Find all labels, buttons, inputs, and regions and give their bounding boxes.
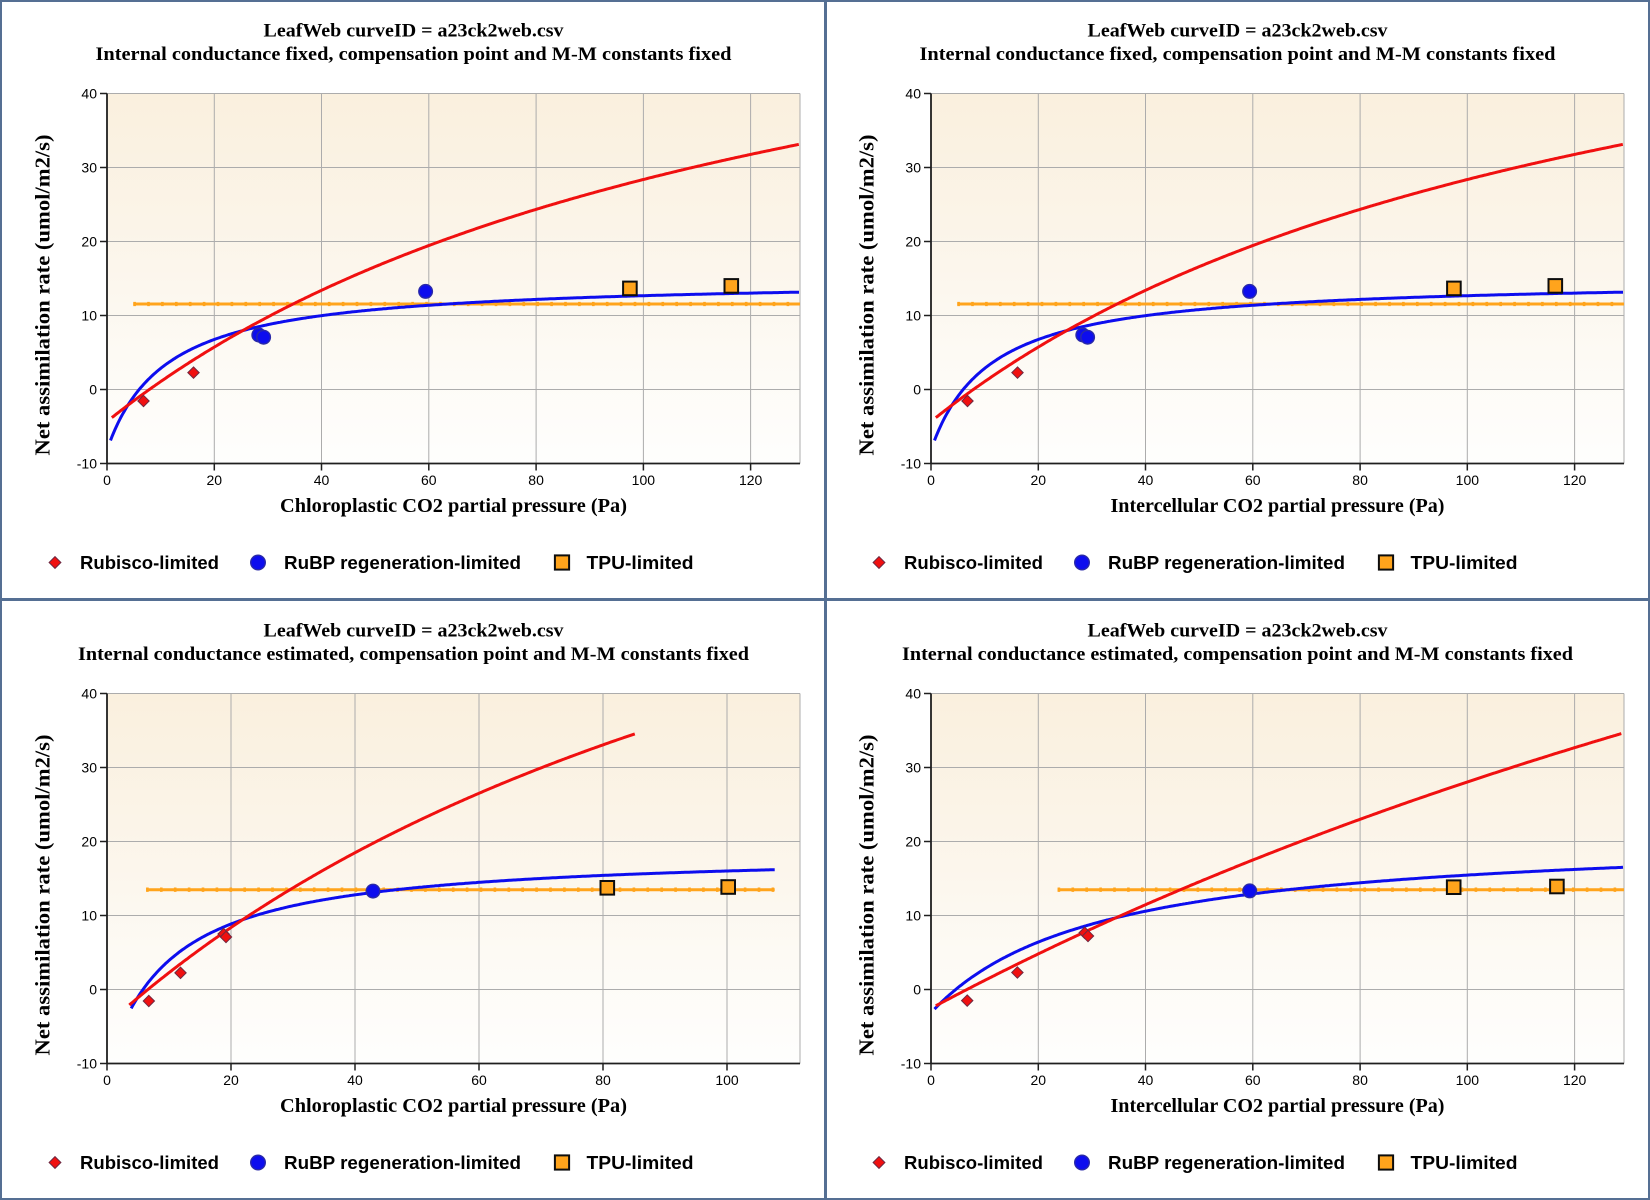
svg-text:20: 20	[206, 472, 222, 488]
svg-text:40: 40	[1138, 472, 1154, 488]
svg-text:60: 60	[1245, 1072, 1261, 1088]
svg-text:Rubisco-limited: Rubisco-limited	[904, 552, 1043, 573]
svg-text:20: 20	[1030, 472, 1046, 488]
svg-text:Chloroplastic CO2 partial pres: Chloroplastic CO2 partial pressure (Pa)	[280, 1095, 627, 1117]
svg-text:40: 40	[81, 86, 97, 102]
svg-text:100: 100	[715, 1072, 739, 1088]
svg-text:Intercellular CO2 partial pres: Intercellular CO2 partial pressure (Pa)	[1111, 1095, 1445, 1117]
svg-text:LeafWeb curveID = a23ck2web.cs: LeafWeb curveID = a23ck2web.csv	[264, 21, 565, 42]
svg-text:120: 120	[1563, 1072, 1587, 1088]
svg-text:100: 100	[1456, 472, 1480, 488]
svg-text:60: 60	[471, 1072, 487, 1088]
svg-text:40: 40	[81, 686, 97, 702]
svg-text:Net assimilation rate (umol/m2: Net assimilation rate (umol/m2/s)	[31, 735, 55, 1056]
svg-text:10: 10	[905, 908, 921, 924]
svg-text:30: 30	[905, 160, 921, 176]
svg-text:RuBP regeneration-limited: RuBP regeneration-limited	[284, 552, 521, 573]
svg-text:Rubisco-limited: Rubisco-limited	[80, 1152, 219, 1173]
svg-text:Internal conductance estimated: Internal conductance estimated, compensa…	[78, 644, 749, 665]
svg-text:-10: -10	[901, 456, 921, 472]
svg-text:Net assimilation rate (umol/m2: Net assimilation rate (umol/m2/s)	[855, 135, 879, 456]
svg-text:TPU-limited: TPU-limited	[1411, 1152, 1518, 1173]
svg-text:10: 10	[81, 308, 97, 324]
svg-text:40: 40	[314, 472, 330, 488]
svg-text:30: 30	[81, 160, 97, 176]
svg-text:RuBP regeneration-limited: RuBP regeneration-limited	[284, 1152, 521, 1173]
svg-text:20: 20	[81, 234, 97, 250]
svg-text:20: 20	[81, 834, 97, 850]
svg-text:0: 0	[103, 1072, 111, 1088]
svg-text:LeafWeb curveID = a23ck2web.cs: LeafWeb curveID = a23ck2web.csv	[1088, 21, 1389, 42]
svg-text:Internal conductance estimated: Internal conductance estimated, compensa…	[902, 644, 1573, 665]
svg-text:100: 100	[632, 472, 656, 488]
svg-text:Rubisco-limited: Rubisco-limited	[80, 552, 219, 573]
svg-text:Internal conductance fixed, co: Internal conductance fixed, compensation…	[920, 44, 1556, 65]
svg-text:RuBP regeneration-limited: RuBP regeneration-limited	[1108, 552, 1345, 573]
svg-text:60: 60	[1245, 472, 1261, 488]
svg-text:30: 30	[81, 760, 97, 776]
svg-text:TPU-limited: TPU-limited	[587, 552, 694, 573]
svg-text:LeafWeb curveID = a23ck2web.cs: LeafWeb curveID = a23ck2web.csv	[264, 621, 565, 642]
svg-text:80: 80	[595, 1072, 611, 1088]
svg-text:Chloroplastic CO2 partial pres: Chloroplastic CO2 partial pressure (Pa)	[280, 495, 627, 517]
svg-text:0: 0	[89, 982, 97, 998]
svg-text:20: 20	[1030, 1072, 1046, 1088]
svg-text:0: 0	[927, 472, 935, 488]
svg-text:10: 10	[81, 908, 97, 924]
svg-text:0: 0	[927, 1072, 935, 1088]
svg-text:0: 0	[103, 472, 111, 488]
svg-text:Intercellular CO2 partial pres: Intercellular CO2 partial pressure (Pa)	[1111, 495, 1445, 517]
svg-text:30: 30	[905, 760, 921, 776]
svg-text:0: 0	[89, 382, 97, 398]
svg-text:Net assimilation rate (umol/m2: Net assimilation rate (umol/m2/s)	[855, 735, 879, 1056]
svg-text:120: 120	[739, 472, 763, 488]
svg-text:RuBP regeneration-limited: RuBP regeneration-limited	[1108, 1152, 1345, 1173]
svg-text:10: 10	[905, 308, 921, 324]
svg-text:TPU-limited: TPU-limited	[587, 1152, 694, 1173]
svg-text:80: 80	[1352, 472, 1368, 488]
svg-text:-10: -10	[77, 1056, 97, 1072]
svg-text:80: 80	[528, 472, 544, 488]
svg-text:20: 20	[223, 1072, 239, 1088]
svg-text:LeafWeb curveID = a23ck2web.cs: LeafWeb curveID = a23ck2web.csv	[1088, 621, 1389, 642]
svg-text:40: 40	[1138, 1072, 1154, 1088]
svg-text:Net assimilation rate (umol/m2: Net assimilation rate (umol/m2/s)	[31, 135, 55, 456]
svg-text:60: 60	[421, 472, 437, 488]
svg-text:40: 40	[905, 86, 921, 102]
svg-text:Rubisco-limited: Rubisco-limited	[904, 1152, 1043, 1173]
svg-text:40: 40	[347, 1072, 363, 1088]
svg-text:20: 20	[905, 834, 921, 850]
svg-text:20: 20	[905, 234, 921, 250]
svg-text:100: 100	[1456, 1072, 1480, 1088]
svg-text:40: 40	[905, 686, 921, 702]
svg-text:120: 120	[1563, 472, 1587, 488]
svg-text:0: 0	[913, 982, 921, 998]
svg-text:-10: -10	[901, 1056, 921, 1072]
svg-text:80: 80	[1352, 1072, 1368, 1088]
svg-text:-10: -10	[77, 456, 97, 472]
svg-text:TPU-limited: TPU-limited	[1411, 552, 1518, 573]
svg-text:0: 0	[913, 382, 921, 398]
svg-text:Internal conductance fixed, co: Internal conductance fixed, compensation…	[96, 44, 732, 65]
